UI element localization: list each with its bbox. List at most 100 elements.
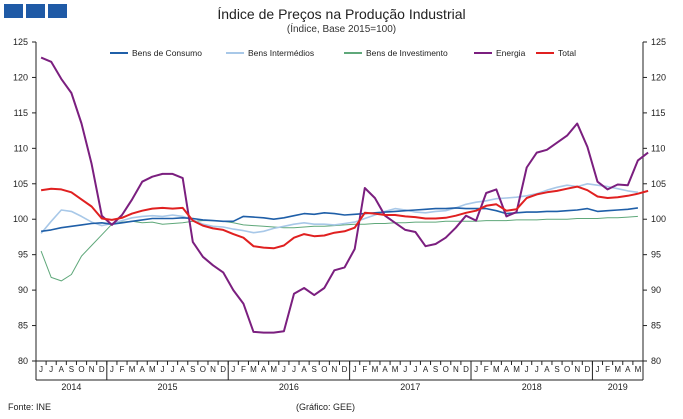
x-month-label: M (513, 365, 520, 374)
x-month-label: J (110, 365, 114, 374)
x-month-label: N (332, 365, 338, 374)
chart-subtitle: (Índice, Base 2015=100) (286, 24, 397, 35)
x-month-label: M (250, 365, 257, 374)
x-month-label: A (301, 365, 307, 374)
x-month-label: A (140, 365, 146, 374)
credit-note: (Gráfico: GEE) (296, 402, 356, 412)
legend-label-bens-de-consumo: Bens de Consumo (132, 48, 202, 58)
x-month-label: F (605, 365, 610, 374)
legend-label-bens-de-investimento: Bens de Investimento (366, 48, 448, 58)
y-tick-label-right: 105 (651, 179, 666, 189)
y-tick-label-left: 120 (13, 72, 28, 82)
x-month-label: M (635, 365, 642, 374)
x-month-label: J (160, 365, 164, 374)
chart-axes: 80 80 85 85 90 90 95 95 100 100 105 105 110 110 115 115… (13, 37, 666, 392)
y-tick-label-right: 80 (651, 356, 661, 366)
y-tick-label-right: 120 (651, 72, 666, 82)
x-month-label: M (149, 365, 156, 374)
y-tick-label-right: 90 (651, 285, 661, 295)
x-month-label: S (312, 365, 317, 374)
x-month-label: A (504, 365, 510, 374)
logo-block (4, 4, 23, 18)
x-month-label: M (129, 365, 136, 374)
x-month-label: O (443, 365, 449, 374)
x-month-label: A (382, 365, 388, 374)
y-tick-label-left: 90 (18, 285, 28, 295)
x-month-label: J (231, 365, 235, 374)
x-month-label: N (89, 365, 95, 374)
x-month-label: D (342, 365, 348, 374)
x-month-label: J (535, 365, 539, 374)
x-month-label: J (525, 365, 529, 374)
legend-label-bens-intermedios: Bens Intermédios (248, 48, 314, 58)
x-month-label: J (292, 365, 296, 374)
x-month-label: J (353, 365, 357, 374)
y-tick-label-left: 100 (13, 214, 28, 224)
y-tick-label-right: 85 (651, 321, 661, 331)
x-year-label: 2016 (279, 382, 299, 392)
logo-block (48, 4, 67, 18)
x-month-label: A (544, 365, 550, 374)
x-month-label: M (392, 365, 399, 374)
series-line-bens-de-consumo (40, 207, 639, 233)
series-line-bens-de-investimento (40, 215, 638, 282)
source-note: Fonte: INE (8, 402, 52, 412)
x-month-label: D (463, 365, 469, 374)
x-month-label: A (625, 365, 631, 374)
y-tick-label-left: 80 (18, 356, 28, 366)
x-month-label: M (372, 365, 379, 374)
x-month-label: F (120, 365, 125, 374)
y-tick-label-left: 115 (14, 108, 28, 118)
x-month-label: O (321, 365, 327, 374)
x-month-label: M (614, 365, 621, 374)
y-tick-label-left: 125 (13, 37, 28, 47)
x-month-label: S (433, 365, 438, 374)
x-month-label: A (180, 365, 186, 374)
legend-label-total: Total (558, 48, 576, 58)
x-month-label: D (220, 365, 226, 374)
x-month-label: S (190, 365, 195, 374)
x-month-label: O (200, 365, 206, 374)
x-month-label: J (39, 365, 43, 374)
x-month-label: O (564, 365, 570, 374)
x-month-label: F (484, 365, 489, 374)
x-month-label: N (574, 365, 580, 374)
x-month-label: J (403, 365, 407, 374)
x-month-label: J (474, 365, 478, 374)
x-month-label: N (453, 365, 459, 374)
ine-logo-icon (4, 4, 67, 18)
x-year-label: 2014 (61, 382, 81, 392)
chart-legend: Bens de Consumo Bens Intermédios Bens de I… (110, 48, 576, 58)
y-tick-label-right: 110 (651, 143, 665, 153)
legend-label-energia: Energia (496, 48, 526, 58)
x-month-label: D (99, 365, 105, 374)
x-month-label: F (362, 365, 367, 374)
x-month-label: A (261, 365, 267, 374)
x-month-label: O (78, 365, 84, 374)
y-tick-label-right: 95 (651, 250, 661, 260)
x-month-label: J (595, 365, 599, 374)
x-month-label: F (241, 365, 246, 374)
x-month-label: J (282, 365, 286, 374)
x-year-label: 2019 (608, 382, 628, 392)
x-month-label: D (584, 365, 590, 374)
y-tick-label-right: 125 (651, 37, 666, 47)
series-line-energia (40, 56, 649, 334)
y-tick-label-right: 115 (651, 108, 665, 118)
y-tick-label-left: 105 (13, 179, 28, 189)
x-month-label: J (49, 365, 53, 374)
chart-series (40, 56, 649, 334)
logo-block (26, 4, 45, 18)
y-tick-label-left: 85 (18, 321, 28, 331)
x-month-label: J (171, 365, 175, 374)
series-line-total (40, 185, 649, 250)
x-month-label: M (270, 365, 277, 374)
y-tick-label-right: 100 (651, 214, 666, 224)
x-month-label: S (554, 365, 559, 374)
x-month-label: J (413, 365, 417, 374)
x-month-label: M (493, 365, 500, 374)
x-year-label: 2018 (522, 382, 542, 392)
y-tick-label-left: 110 (14, 143, 28, 153)
x-month-label: S (69, 365, 74, 374)
